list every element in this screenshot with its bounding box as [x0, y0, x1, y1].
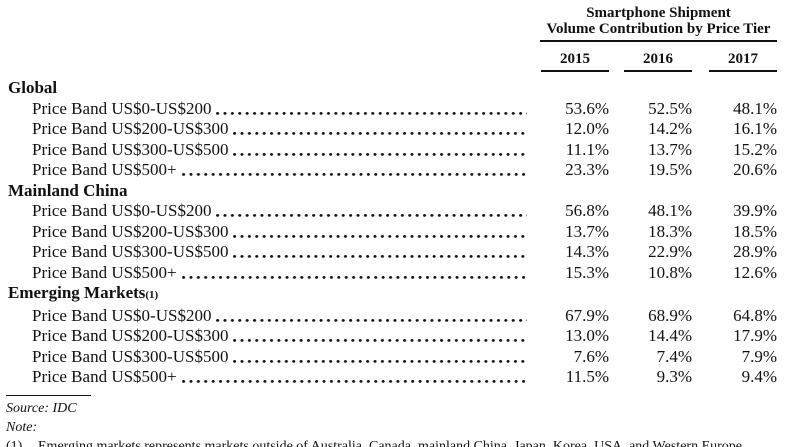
- value-2016: 22.9%: [648, 242, 692, 261]
- dot-leader: [233, 346, 527, 367]
- table-row-china-0: Price Band US$0-US$200 56.8% 48.1% 39.9%: [0, 201, 800, 222]
- value-2015: 67.9%: [565, 305, 609, 325]
- value-2015: 53.6%: [565, 98, 609, 118]
- row-label: Price Band US$300-US$500: [32, 242, 229, 261]
- row-label: Price Band US$500+: [32, 160, 177, 179]
- dot-leader: [233, 119, 527, 140]
- source-line: Source: IDC: [6, 400, 77, 416]
- value-2016: 13.7%: [648, 139, 692, 159]
- dot-leader: [233, 139, 527, 160]
- value-2016: 14.4%: [648, 326, 692, 345]
- value-2016: 9.3%: [656, 367, 692, 386]
- value-2017: 20.6%: [733, 160, 777, 179]
- value-2015: 23.3%: [565, 160, 609, 179]
- section-header-global: Global: [0, 78, 800, 99]
- value-2016: 14.2%: [648, 119, 692, 138]
- table-row-global-2: Price Band US$300-US$500 11.1% 13.7% 15.…: [0, 139, 800, 160]
- value-2015: 12.0%: [565, 119, 609, 138]
- section-header-emerging-markets: Emerging Markets (1): [0, 283, 800, 306]
- row-label: Price Band US$300-US$500: [32, 346, 229, 366]
- row-label: Price Band US$0-US$200: [32, 98, 212, 118]
- value-2015: 11.1%: [565, 139, 609, 159]
- value-2017: 39.9%: [733, 201, 777, 220]
- table-row-emerging-2: Price Band US$300-US$500 7.6% 7.4% 7.9%: [0, 346, 800, 367]
- table-row-global-0: Price Band US$0-US$200 53.6% 52.5% 48.1%: [0, 98, 800, 119]
- spanner-title-line1: Smartphone Shipment: [586, 5, 731, 21]
- table-row-global-1: Price Band US$200-US$300 12.0% 14.2% 16.…: [0, 119, 800, 140]
- table-row-emerging-0: Price Band US$0-US$200 67.9% 68.9% 64.8%: [0, 305, 800, 326]
- dot-leader: [181, 160, 527, 181]
- value-2017: 9.4%: [741, 367, 777, 386]
- column-header-2016: 2016: [624, 51, 692, 72]
- value-2015: 13.7%: [565, 221, 609, 241]
- spanner-title-line2: Volume Contribution by Price Tier: [546, 21, 771, 37]
- value-2016: 10.8%: [648, 262, 692, 282]
- value-2016: 52.5%: [648, 98, 692, 118]
- column-header-2015: 2015: [541, 51, 609, 72]
- note-label: Note:: [6, 419, 38, 435]
- value-2017: 16.1%: [733, 119, 777, 138]
- row-label: Price Band US$200-US$300: [32, 221, 229, 241]
- footnote-text: Emerging markets represents markets outs…: [38, 438, 746, 447]
- row-label: Price Band US$300-US$500: [32, 139, 229, 159]
- value-2015: 14.3%: [565, 242, 609, 261]
- section-name: Global: [8, 78, 58, 97]
- value-2015: 56.8%: [565, 201, 609, 220]
- value-2016: 7.4%: [656, 346, 692, 366]
- table-body: Global Price Band US$0-US$200 53.6% 52.5…: [0, 78, 800, 388]
- section-header-mainland-china: Mainland China: [0, 181, 800, 202]
- value-2017: 15.2%: [733, 139, 777, 159]
- value-2015: 11.5%: [565, 367, 609, 386]
- table-row-china-3: Price Band US$500+ 15.3% 10.8% 12.6%: [0, 262, 800, 283]
- value-2017: 28.9%: [733, 242, 777, 261]
- footnote-marker: (1): [6, 438, 23, 447]
- value-2017: 64.8%: [733, 305, 777, 325]
- row-label: Price Band US$200-US$300: [32, 119, 229, 138]
- table-row-emerging-3: Price Band US$500+ 11.5% 9.3% 9.4%: [0, 367, 800, 388]
- value-2017: 12.6%: [733, 262, 777, 282]
- row-label: Price Band US$500+: [32, 262, 177, 282]
- value-2015: 7.6%: [573, 346, 609, 366]
- value-2016: 19.5%: [648, 160, 692, 179]
- value-2017: 7.9%: [741, 346, 777, 366]
- table-row-china-1: Price Band US$200-US$300 13.7% 18.3% 18.…: [0, 221, 800, 242]
- dot-leader: [216, 201, 527, 222]
- dot-leader: [233, 221, 527, 242]
- dot-leader: [216, 305, 527, 326]
- table-row-china-2: Price Band US$300-US$500 14.3% 22.9% 28.…: [0, 242, 800, 263]
- footnote-marker-superscript: (1): [145, 289, 159, 301]
- value-2016: 18.3%: [648, 221, 692, 241]
- value-2015: 15.3%: [565, 262, 609, 282]
- footnote-line: (1) Emerging markets represents markets …: [6, 437, 800, 447]
- table-footer: Source: IDC Note: (1) Emerging markets r…: [0, 399, 800, 447]
- section-name: Mainland China: [8, 180, 128, 200]
- dot-leader: [181, 367, 527, 388]
- value-2017: 17.9%: [733, 326, 777, 345]
- dot-leader: [216, 98, 527, 119]
- value-2017: 18.5%: [733, 221, 777, 241]
- table-row-emerging-1: Price Band US$200-US$300 13.0% 14.4% 17.…: [0, 326, 800, 347]
- row-label: Price Band US$200-US$300: [32, 326, 229, 345]
- value-2016: 68.9%: [648, 305, 692, 325]
- dot-leader: [233, 326, 527, 347]
- table-spanner-header: Smartphone Shipment Volume Contribution …: [540, 5, 777, 42]
- row-label: Price Band US$0-US$200: [32, 201, 212, 220]
- year-header-row: 2015 2016 2017: [0, 51, 800, 72]
- table-row-global-3: Price Band US$500+ 23.3% 19.5% 20.6%: [0, 160, 800, 181]
- value-2017: 48.1%: [733, 98, 777, 118]
- footnote-divider-rule: [6, 394, 91, 396]
- dot-leader: [181, 262, 527, 283]
- section-name: Emerging Markets: [8, 283, 146, 302]
- value-2015: 13.0%: [565, 326, 609, 345]
- row-label: Price Band US$500+: [32, 367, 177, 386]
- row-label: Price Band US$0-US$200: [32, 305, 212, 325]
- dot-leader: [233, 242, 527, 263]
- value-2016: 48.1%: [648, 201, 692, 220]
- column-header-2017: 2017: [709, 51, 777, 72]
